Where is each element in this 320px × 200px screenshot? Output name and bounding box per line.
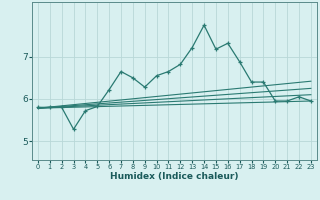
X-axis label: Humidex (Indice chaleur): Humidex (Indice chaleur) [110,172,239,181]
